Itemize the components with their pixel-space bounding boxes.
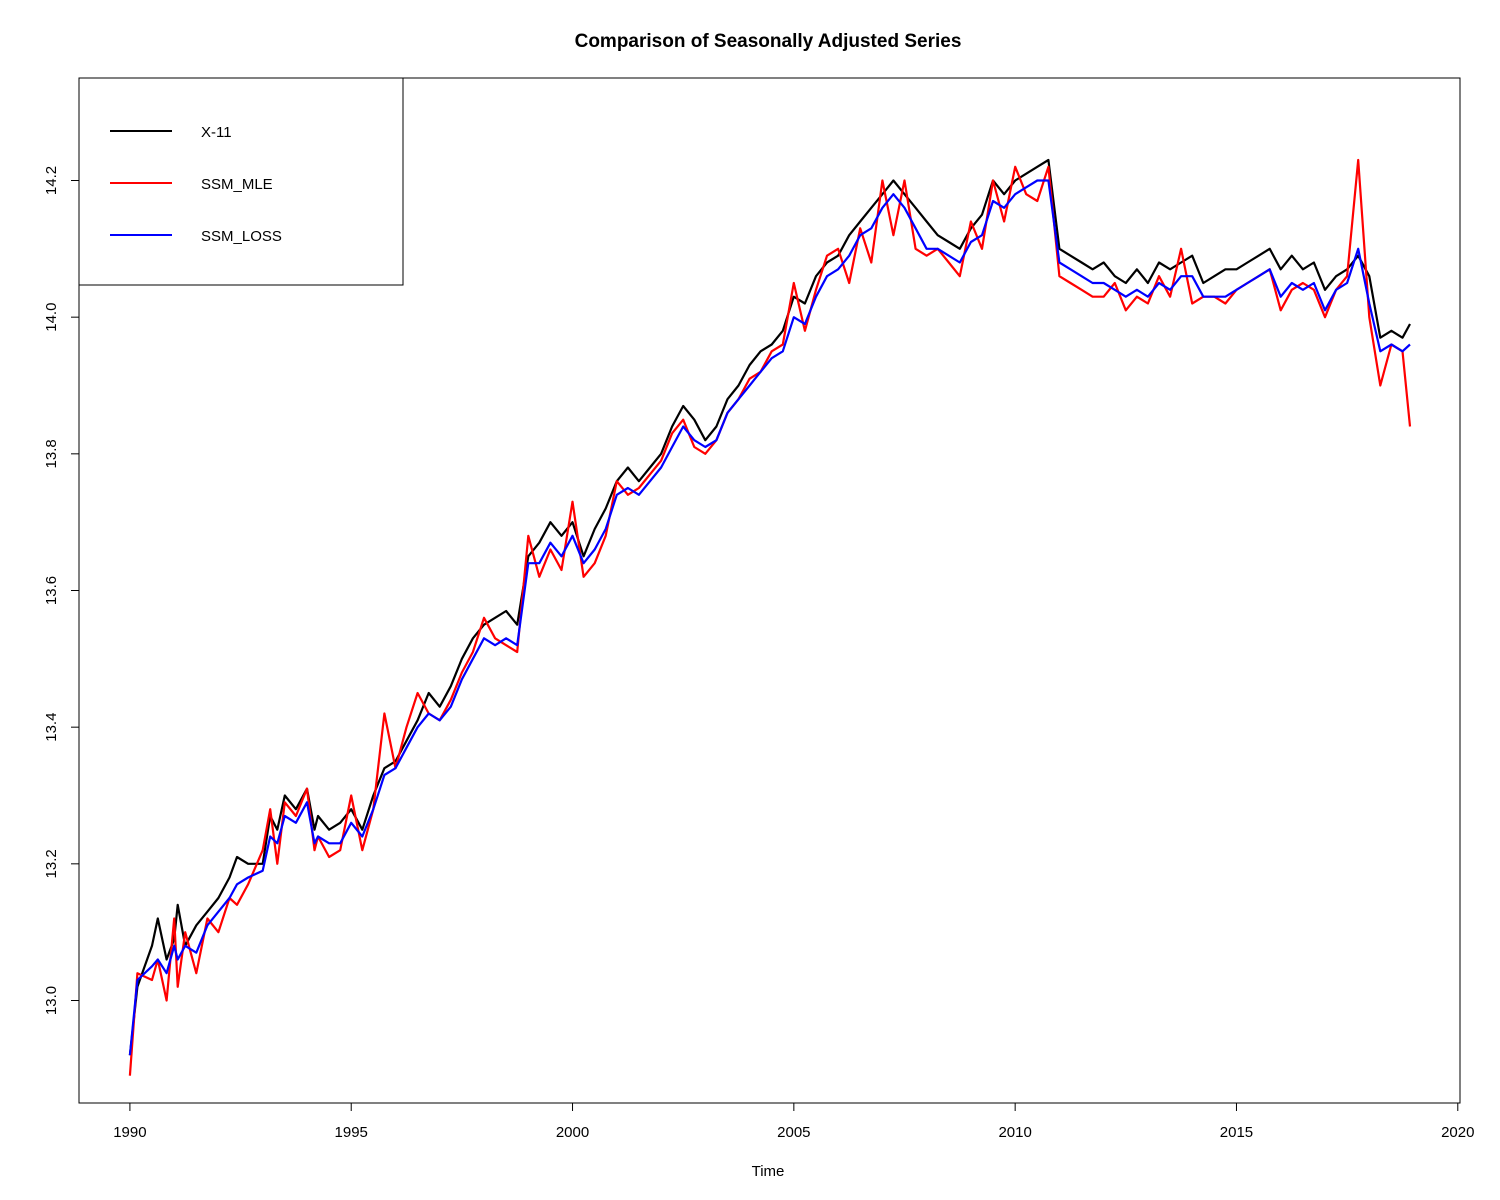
x-tick-label: 2000 — [556, 1124, 589, 1141]
legend-label-ssm-loss: SSM_LOSS — [201, 228, 282, 245]
series-layer — [128, 158, 1412, 1076]
y-tick-label: 13.4 — [43, 713, 60, 742]
x-tick-label: 1995 — [335, 1124, 368, 1141]
y-axis: 13.0 13.2 13.4 13.6 13.8 14.0 14.2 — [43, 166, 80, 1015]
x-tick-label: 2005 — [777, 1124, 810, 1141]
series-line-ssm-loss — [128, 179, 1411, 1056]
y-tick-label: 13.8 — [43, 439, 60, 468]
series-line-x-11 — [128, 158, 1411, 1056]
x-tick-label: 2015 — [1220, 1124, 1253, 1141]
x-tick-label: 2010 — [998, 1124, 1031, 1141]
x-tick-label: 1990 — [113, 1124, 146, 1141]
y-tick-label: 14.2 — [43, 166, 60, 195]
y-tick-label: 13.0 — [43, 986, 60, 1015]
chart-title: Comparison of Seasonally Adjusted Series — [575, 31, 962, 52]
legend: X-11 SSM_MLE SSM_LOSS — [78, 77, 404, 286]
y-tick-label: 13.6 — [43, 576, 60, 605]
x-axis: 1990 1995 2000 2005 2010 2015 2020 — [113, 1102, 1474, 1141]
legend-label-ssm-mle: SSM_MLE — [201, 176, 273, 193]
series-line-ssm-mle — [128, 158, 1412, 1076]
legend-box — [78, 77, 404, 286]
y-tick-label: 14.0 — [43, 303, 60, 332]
legend-label-x11: X-11 — [201, 124, 232, 141]
x-axis-label: Time — [752, 1163, 785, 1180]
y-tick-label: 13.2 — [43, 849, 60, 878]
x-tick-label: 2020 — [1441, 1124, 1474, 1141]
